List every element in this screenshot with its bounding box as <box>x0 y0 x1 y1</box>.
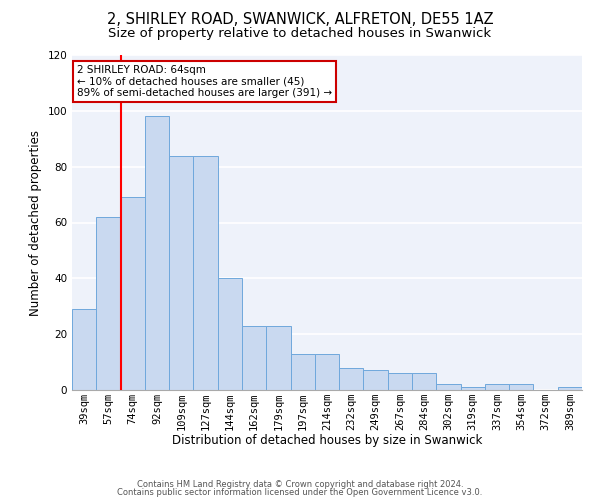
Bar <box>290 354 315 390</box>
Bar <box>461 387 485 390</box>
Bar <box>388 373 412 390</box>
Bar <box>72 309 96 390</box>
Bar <box>364 370 388 390</box>
Bar <box>218 278 242 390</box>
Bar <box>485 384 509 390</box>
Bar <box>315 354 339 390</box>
Text: Size of property relative to detached houses in Swanwick: Size of property relative to detached ho… <box>109 28 491 40</box>
Bar <box>242 326 266 390</box>
Bar <box>145 116 169 390</box>
Bar <box>436 384 461 390</box>
Bar <box>193 156 218 390</box>
Bar <box>169 156 193 390</box>
Bar <box>266 326 290 390</box>
Text: 2, SHIRLEY ROAD, SWANWICK, ALFRETON, DE55 1AZ: 2, SHIRLEY ROAD, SWANWICK, ALFRETON, DE5… <box>107 12 493 28</box>
Text: Contains public sector information licensed under the Open Government Licence v3: Contains public sector information licen… <box>118 488 482 497</box>
Bar <box>558 387 582 390</box>
Y-axis label: Number of detached properties: Number of detached properties <box>29 130 42 316</box>
Text: Contains HM Land Registry data © Crown copyright and database right 2024.: Contains HM Land Registry data © Crown c… <box>137 480 463 489</box>
Bar <box>121 198 145 390</box>
Text: 2 SHIRLEY ROAD: 64sqm
← 10% of detached houses are smaller (45)
89% of semi-deta: 2 SHIRLEY ROAD: 64sqm ← 10% of detached … <box>77 65 332 98</box>
Bar <box>509 384 533 390</box>
Bar <box>339 368 364 390</box>
X-axis label: Distribution of detached houses by size in Swanwick: Distribution of detached houses by size … <box>172 434 482 448</box>
Bar <box>96 217 121 390</box>
Bar <box>412 373 436 390</box>
